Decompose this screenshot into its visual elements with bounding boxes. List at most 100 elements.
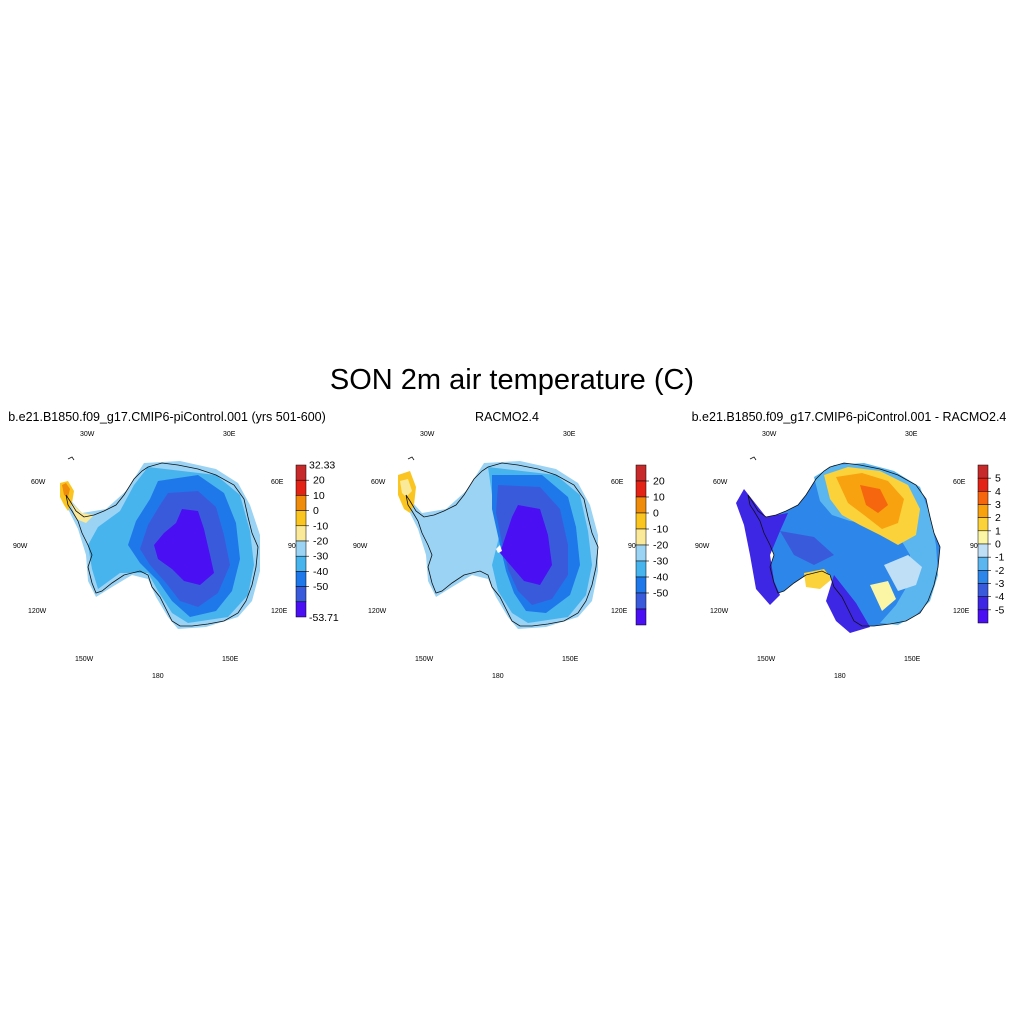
colorbar-swatch	[295, 525, 307, 542]
temperature-field	[398, 461, 598, 629]
coastline	[405, 462, 599, 627]
colorbar-swatch	[977, 543, 989, 558]
panel-title: RACMO2.4	[475, 410, 539, 424]
colorbar-model: 20 10 0 -10 -20 -30 -40 -50 32.33 -53.71	[295, 460, 339, 624]
lon-label-60w: 60W	[713, 479, 728, 486]
temperature-field	[60, 461, 260, 629]
lon-label-180: 180	[834, 673, 846, 680]
colorbar-swatch	[635, 528, 647, 546]
lon-label-120w: 120W	[368, 608, 387, 615]
lon-label-90e: 90E	[288, 543, 301, 550]
field-region	[860, 485, 888, 513]
colorbar-tick-label: -30	[313, 551, 328, 563]
lon-label-150w: 150W	[757, 656, 776, 663]
colorbar-swatch	[295, 586, 307, 603]
colorbar-swatch	[977, 530, 989, 545]
colorbar-swatch	[635, 560, 647, 578]
field-region	[154, 509, 214, 585]
lon-label-90w: 90W	[695, 543, 710, 550]
lon-label-60e: 60E	[611, 479, 624, 486]
colorbar-swatch	[635, 592, 647, 610]
lon-label-90e: 90E	[970, 543, 983, 550]
lon-label-30e: 30E	[223, 431, 236, 438]
colorbar-swatch	[977, 477, 989, 492]
panel-title: b.e21.B1850.f09_g17.CMIP6-piControl.001 …	[8, 410, 326, 424]
lon-label-120w: 120W	[710, 608, 729, 615]
colorbar-tick-label: -40	[653, 572, 668, 584]
colorbar-tick-label: 0	[995, 539, 1001, 551]
map-antarctica-difference	[736, 456, 941, 633]
panel-model: b.e21.B1850.f09_g17.CMIP6-piControl.001 …	[2, 405, 342, 695]
colorbar-tick-label: -20	[653, 540, 668, 552]
colorbar-swatch	[295, 601, 307, 618]
field-region	[62, 483, 70, 497]
lon-label-30w: 30W	[420, 431, 435, 438]
colorbar-tick-label: -1	[995, 552, 1004, 564]
colorbar-tick-label: -10	[653, 524, 668, 536]
colorbar-swatch	[295, 464, 307, 481]
island-outline	[407, 456, 415, 461]
colorbar-swatch	[295, 495, 307, 511]
coastline	[747, 462, 941, 627]
colorbar-tick-label: -5	[995, 604, 1004, 616]
colorbar-swatch	[977, 517, 989, 532]
lon-label-60e: 60E	[271, 479, 284, 486]
panel-racmo: RACMO2.4 30W 30E 60W 60E 90W 90E 120W 12…	[342, 405, 682, 695]
colorbar-tick-label: -50	[653, 588, 668, 600]
colorbar-min-label: -53.71	[309, 612, 339, 624]
colorbar-swatch	[295, 540, 307, 557]
colorbar-swatch	[635, 464, 647, 482]
lon-label-150w: 150W	[75, 656, 94, 663]
colorbar-tick-label: -30	[653, 556, 668, 568]
colorbar-tick-label: 10	[313, 490, 325, 502]
colorbar-tick-label: 3	[995, 499, 1001, 511]
field-region	[826, 575, 870, 633]
colorbar-swatch	[977, 491, 989, 505]
lon-label-60w: 60W	[31, 479, 46, 486]
lon-label-180: 180	[492, 673, 504, 680]
colorbar-tick-label: -40	[313, 566, 328, 578]
colorbar-swatch	[635, 608, 647, 626]
colorbar-tick-label: -3	[995, 578, 1004, 590]
colorbar-tick-label: 5	[995, 473, 1001, 485]
colorbar-max-label: 32.33	[309, 460, 335, 472]
colorbar-tick-label: 2	[995, 512, 1001, 524]
lon-label-120w: 120W	[28, 608, 47, 615]
colorbar-swatch	[977, 556, 989, 571]
lon-label-60w: 60W	[371, 479, 386, 486]
lon-label-120e: 120E	[611, 608, 628, 615]
colorbar-swatch	[635, 544, 647, 562]
colorbar-tick-label: 0	[653, 508, 659, 520]
colorbar-tick-label: 20	[313, 475, 325, 487]
colorbar-tick-label: -10	[313, 520, 328, 532]
field-region	[400, 479, 412, 497]
colorbar-swatch	[977, 583, 989, 597]
colorbar-swatch	[635, 496, 647, 514]
lon-label-30e: 30E	[905, 431, 918, 438]
colorbar-tick-label: -2	[995, 565, 1004, 577]
colorbar-tick-label: 4	[995, 486, 1001, 498]
lon-label-90w: 90W	[13, 543, 28, 550]
lon-label-60e: 60E	[953, 479, 966, 486]
colorbar-swatch	[295, 510, 307, 527]
colorbar-tick-label: -50	[313, 581, 328, 593]
map-antarctica-model	[60, 456, 260, 629]
lon-label-90e: 90E	[628, 543, 641, 550]
colorbar-swatch	[295, 555, 307, 572]
lon-label-30w: 30W	[80, 431, 95, 438]
colorbar-swatch	[977, 609, 989, 624]
lon-label-30e: 30E	[563, 431, 576, 438]
figure-title: SON 2m air temperature (C)	[329, 364, 695, 396]
field-region	[500, 505, 552, 585]
colorbar-swatch	[295, 479, 307, 496]
colorbar-swatch	[635, 512, 647, 530]
colorbar-tick-label: -20	[313, 536, 328, 548]
field-region	[496, 545, 502, 553]
colorbar-swatch	[635, 480, 647, 498]
lon-label-150e: 150E	[904, 656, 921, 663]
coastline	[65, 462, 259, 627]
lon-label-150w: 150W	[415, 656, 434, 663]
lon-label-30w: 30W	[762, 431, 777, 438]
map-antarctica-racmo	[398, 456, 599, 629]
